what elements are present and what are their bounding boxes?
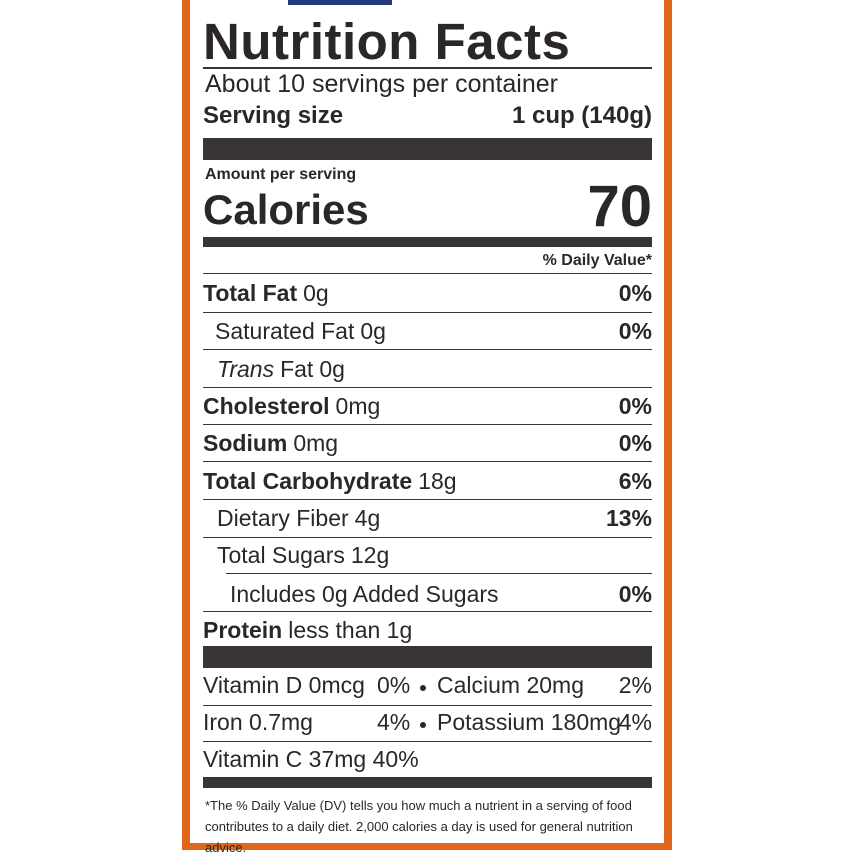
separator-dot xyxy=(420,722,426,728)
vitamin-amount: 37mg xyxy=(308,746,367,772)
vitamin: Iron 0.7mg xyxy=(203,709,313,736)
nutrient-dv: 0% xyxy=(618,580,652,607)
nutrient-row: Total Sugars 12g xyxy=(203,540,652,570)
rule xyxy=(203,537,652,538)
servings: About 10 servings per container xyxy=(205,70,558,98)
rule xyxy=(203,349,652,350)
nutrient-dv: 6% xyxy=(618,467,652,494)
vitamin: Vitamin D 0mcg xyxy=(203,672,365,699)
nutrient-amount: 0g xyxy=(360,317,386,344)
title: Nutrition Facts xyxy=(203,13,571,70)
vitamin-amount: 0.7mg xyxy=(249,709,313,735)
nutrient-name: Total Fat xyxy=(203,279,298,306)
serving-size-row: Serving size 1 cup (140g) xyxy=(203,101,652,131)
rule xyxy=(203,611,652,612)
medium-bar xyxy=(203,237,652,247)
vitamin-name: Potassium xyxy=(437,709,545,735)
vitamin-dv: 4% xyxy=(618,709,652,735)
nutrient-dv: 0% xyxy=(618,317,652,344)
nutrient-row: Dietary Fiber 4g 13% xyxy=(203,503,652,533)
rule xyxy=(203,67,652,69)
nutrient-row: Trans Fat 0g xyxy=(203,354,652,384)
nutrient-name: Includes 0g Added Sugars xyxy=(230,580,499,607)
rule xyxy=(203,499,652,500)
vitamin-dv: 40% xyxy=(372,746,419,772)
nutrient-amount: 4g xyxy=(354,504,381,531)
nutrient-row: Includes 0g Added Sugars 0% xyxy=(203,579,652,609)
calories-value: 70 xyxy=(587,174,652,239)
nutrient-name: Protein xyxy=(203,616,283,643)
rule xyxy=(203,387,652,388)
nutrient-row: Protein less than 1g xyxy=(203,615,652,645)
nutrient-name: Saturated Fat xyxy=(215,317,355,344)
vitamin-dv: 0% xyxy=(377,672,411,698)
nutrient-amount: less than 1g xyxy=(288,616,413,643)
rule xyxy=(226,573,652,574)
vitamin-dv: 2% xyxy=(618,672,652,698)
vitamin-amount: 20mg xyxy=(526,672,585,698)
rule xyxy=(203,312,652,313)
nutrient-name: Fat xyxy=(280,355,314,382)
nutrient-row: Cholesterol 0mg 0% xyxy=(203,391,652,421)
vitamin-amount: 0mcg xyxy=(308,672,365,698)
thick-bar xyxy=(203,138,652,160)
rule xyxy=(203,705,652,706)
nutrient-amount: 12g xyxy=(350,541,390,568)
nutrient-name: Dietary Fiber xyxy=(217,504,349,531)
vitamin-amount: 180mg xyxy=(550,709,622,735)
footnote: *The % Daily Value (DV) tells you how mu… xyxy=(205,798,633,855)
separator-dot xyxy=(420,685,426,691)
rule xyxy=(203,741,652,742)
serving-size-value: 1 cup (140g) xyxy=(511,102,652,129)
medium-bar xyxy=(203,777,652,788)
rule xyxy=(203,461,652,462)
nutrient-row: Total Carbohydrate 18g 6% xyxy=(203,466,652,496)
thick-bar xyxy=(203,646,652,668)
vitamin-name: Calcium xyxy=(437,672,521,698)
vitamin: Vitamin C 37mg 40% xyxy=(203,746,419,773)
rule xyxy=(203,273,652,274)
nutrient-amount: 18g xyxy=(418,467,457,494)
nutrient-dv: 0% xyxy=(618,279,652,306)
nutrient-name: Cholesterol xyxy=(203,392,330,419)
vitamin-name: Vitamin D xyxy=(203,672,303,698)
dv-header: % Daily Value* xyxy=(542,252,652,269)
vitamin-dv: 4% xyxy=(377,709,411,735)
vitamin: Potassium 180mg xyxy=(437,709,621,736)
nutrient-amount: 0mg xyxy=(293,429,339,456)
amount-per-serving: Amount per serving xyxy=(205,166,357,183)
nutrient-row: Saturated Fat 0g 0% xyxy=(203,316,652,346)
nutrient-name: Sodium xyxy=(203,429,288,456)
nutrient-name: Total Carbohydrate xyxy=(203,467,413,494)
nutrient-row: Sodium 0mg 0% xyxy=(203,428,652,458)
nutrient-amount: 0mg xyxy=(335,392,381,419)
nutrient-dv: 0% xyxy=(618,392,652,419)
serving-size-label: Serving size xyxy=(203,102,344,129)
nutrient-amount: 0g xyxy=(303,279,329,306)
vitamin-name: Iron xyxy=(203,709,243,735)
vitamin-name: Vitamin C xyxy=(203,746,303,772)
rule xyxy=(203,424,652,425)
nutrient-amount: 0g xyxy=(319,355,345,382)
nutrient-name: Total Sugars xyxy=(217,541,345,568)
nutrient-dv: 13% xyxy=(605,504,652,531)
nutrient-prefix: Trans xyxy=(217,355,275,382)
top-tab xyxy=(288,0,392,5)
nutrient-dv: 0% xyxy=(618,429,652,456)
nutrient-row: Total Fat 0g 0% xyxy=(203,278,652,308)
calories-label: Calories xyxy=(203,186,369,233)
vitamin: Calcium 20mg xyxy=(437,672,584,699)
